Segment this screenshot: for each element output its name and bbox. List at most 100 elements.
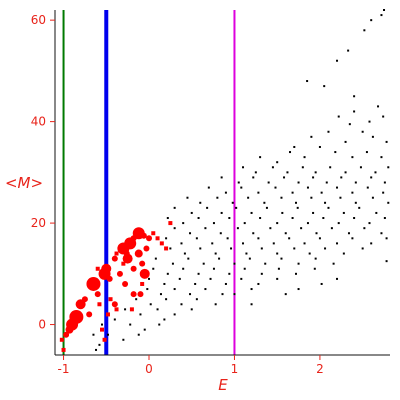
data-point [303, 242, 306, 245]
data-point [86, 311, 93, 318]
data-point [366, 186, 369, 189]
data-point [265, 206, 268, 209]
data-point [230, 247, 233, 250]
data-point [354, 201, 357, 204]
data-point [159, 293, 162, 296]
data-point [250, 288, 253, 291]
data-point [233, 293, 236, 296]
data-point [149, 303, 152, 306]
data-point [324, 201, 327, 204]
data-point [189, 232, 192, 235]
data-point [351, 237, 354, 240]
data-point [166, 217, 169, 220]
data-point [220, 176, 223, 179]
data-point [173, 288, 176, 291]
data-point [154, 257, 157, 260]
data-point [129, 323, 132, 326]
data-point [371, 196, 374, 199]
data-point [163, 282, 166, 285]
data-point [365, 151, 368, 154]
data-point [242, 166, 245, 169]
data-point [330, 227, 333, 230]
data-point [182, 222, 185, 225]
data-point [106, 333, 109, 336]
data-point [163, 318, 166, 321]
data-point [122, 253, 133, 264]
data-point [337, 222, 340, 225]
data-point [263, 201, 266, 204]
data-point [336, 277, 339, 280]
data-point [186, 196, 189, 199]
data-point [140, 232, 147, 239]
data-point [190, 211, 193, 214]
data-point [257, 237, 260, 240]
data-point [358, 206, 361, 209]
data-point [102, 337, 107, 342]
data-point [329, 166, 332, 169]
data-point [383, 217, 386, 220]
data-point [235, 206, 238, 209]
data-point [351, 156, 354, 159]
data-point [250, 211, 253, 214]
data-point [387, 166, 390, 169]
data-point [122, 338, 125, 341]
data-point [220, 211, 223, 214]
data-point [218, 257, 221, 260]
data-point [219, 232, 222, 235]
data-point [209, 277, 212, 280]
data-point [271, 166, 274, 169]
data-point [310, 196, 313, 199]
data-point [243, 222, 246, 225]
data-point [95, 348, 98, 351]
data-point [284, 293, 287, 296]
data-point [226, 237, 229, 240]
data-point [361, 130, 364, 133]
data-point [61, 347, 66, 352]
data-point [94, 291, 101, 298]
data-point [383, 9, 386, 11]
data-point [293, 145, 296, 148]
black-point-series [92, 9, 390, 351]
data-point [327, 206, 330, 209]
data-point [308, 252, 311, 255]
data-point [168, 221, 173, 226]
data-point [240, 186, 243, 189]
data-point [180, 303, 183, 306]
data-point [322, 217, 325, 220]
data-point [105, 312, 110, 317]
data-point [259, 217, 262, 220]
data-point [113, 318, 116, 321]
data-point [320, 191, 323, 194]
data-point [212, 222, 215, 225]
data-point [353, 110, 356, 113]
data-point [165, 237, 168, 240]
data-point [342, 252, 345, 255]
data-point [336, 242, 339, 245]
data-point [306, 222, 309, 225]
data-point [164, 246, 169, 251]
data-point [375, 211, 378, 214]
data-point [214, 303, 217, 306]
data-point [354, 181, 357, 184]
data-point [108, 297, 113, 302]
data-point [257, 191, 260, 194]
data-point [81, 296, 88, 303]
data-point [272, 242, 275, 245]
data-point [240, 277, 243, 280]
data-point [114, 307, 119, 312]
data-point [139, 268, 150, 279]
data-point [370, 242, 373, 245]
data-point [143, 245, 150, 252]
data-point [194, 282, 197, 285]
data-point [156, 308, 159, 311]
data-point [101, 263, 112, 274]
data-point [252, 232, 255, 235]
data-point [92, 333, 95, 336]
data-point [318, 237, 321, 240]
data-point [306, 186, 309, 189]
data-point [166, 272, 169, 275]
data-point [151, 231, 156, 236]
data-point [274, 186, 277, 189]
